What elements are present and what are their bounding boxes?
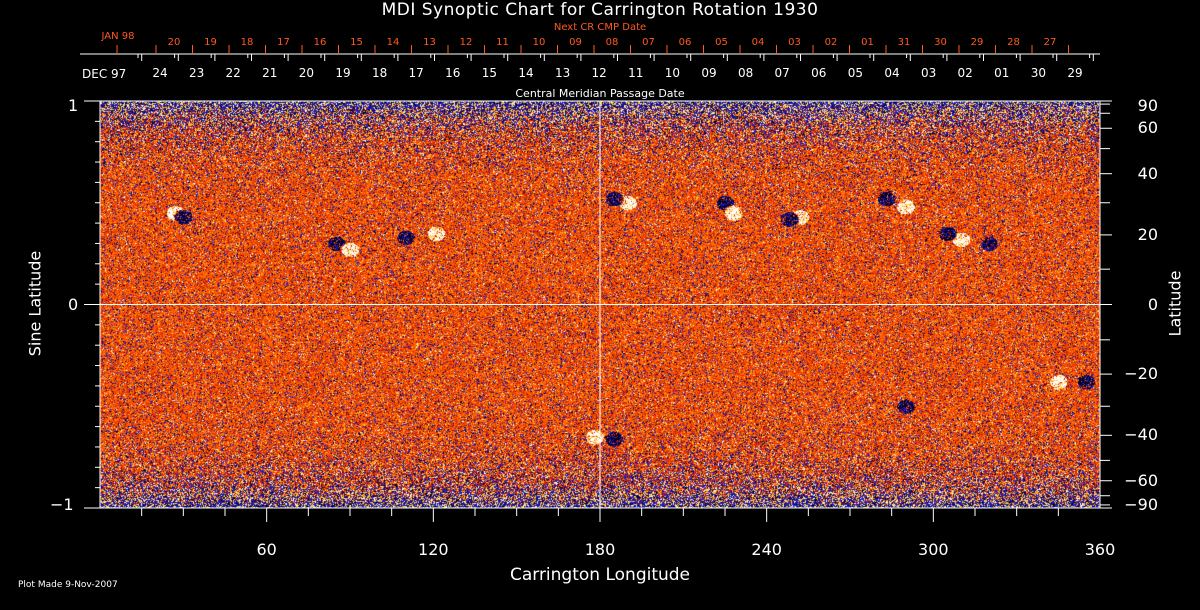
cmp-date-label: 18 [371,66,388,80]
top-axis-label: Central Meridian Passage Date [515,87,685,100]
y-right-tick-label: −20 [1124,364,1158,384]
next-cr-date-label: 02 [824,37,838,48]
next-cr-date-label: 28 [1007,37,1020,48]
next-cr-date-label: 03 [788,37,801,48]
next-cr-date-label: 14 [386,37,400,48]
cmp-date-label: 17 [408,66,424,80]
next-cr-date-label: 27 [1043,37,1057,48]
cmp-date-label: 10 [664,66,681,80]
y-right-tick-label: 40 [1137,163,1158,183]
next-cr-date-label: 30 [934,37,947,48]
x-tick-label: 360 [1084,540,1116,559]
y-right-tick-label: 90 [1137,96,1158,115]
next-cr-date-label: 04 [751,37,765,48]
y-right-axis-label: Latitude [1165,270,1185,337]
cmp-date-label: 20 [298,66,315,80]
cmp-date-label: 06 [811,66,827,80]
next-cr-date-label: 15 [350,37,363,48]
y-left-tick-label: 1 [68,96,79,115]
next-cr-date-label: 06 [678,37,692,48]
cmp-date-label: 11 [628,66,644,80]
cmp-date-label: 04 [884,66,900,80]
next-cr-date-label: 09 [569,37,582,48]
next-cr-date-label: 29 [970,37,984,48]
cmp-date-label: 12 [591,66,607,80]
next-cr-date-label: 11 [496,37,509,48]
cmp-date-label: 15 [481,66,498,80]
cmp-date-label: 29 [1067,66,1083,80]
x-tick-label: 300 [918,540,949,559]
next-cr-date-label: 08 [605,37,619,48]
cmp-date-label: 02 [957,66,973,80]
cmp-date-label: 13 [554,66,571,80]
x-tick-label: 60 [256,540,277,559]
next-cr-date-label: 07 [642,37,655,48]
next-cr-date-label: 13 [423,37,436,48]
cmp-date-label: 30 [1030,66,1047,80]
cmp-date-label: 07 [774,66,790,80]
next-cr-date-label: 19 [204,37,217,48]
x-tick-label: 240 [751,540,782,559]
y-right-tick-label: −40 [1124,425,1158,445]
cmp-date-label: 08 [737,66,754,80]
next-cr-date-label: 31 [897,37,911,48]
next-cr-date-label: 20 [167,37,181,48]
cmp-date-label: 23 [188,66,205,80]
cmp-date-label: 05 [847,66,864,80]
next-cr-date-label: 05 [715,37,728,48]
plot-made-date: Plot Made 9-Nov-2007 [18,580,118,590]
cmp-date-label: 03 [920,66,937,80]
next-cr-date-label: 12 [459,37,473,48]
y-right-tick-label: 60 [1137,118,1158,138]
next-cr-date-label: 17 [277,37,290,48]
cmp-date-label: 14 [518,66,534,80]
next-cr-date-label: 16 [313,37,327,48]
cmp-date-label: 01 [994,66,1010,80]
y-left-tick-label: 0 [68,295,79,314]
x-axis-label: Carrington Longitude [509,565,691,585]
chart-title: MDI Synoptic Chart for Carrington Rotati… [381,0,819,20]
next-cr-date-label: 10 [532,37,546,48]
y-right-tick-label: 20 [1137,224,1158,244]
next-cr-date-label: 18 [240,37,254,48]
y-right-tick-label: 0 [1147,294,1158,314]
cmp-date-label: 09 [701,66,717,80]
cmp-date-label: 24 [152,66,168,80]
cmp-date-label: 22 [225,66,241,80]
x-tick-label: 120 [418,540,449,559]
y-left-axis-label: Sine Latitude [25,250,45,357]
next-cr-month-label: JAN 98 [101,31,135,42]
cmp-date-label: 19 [335,66,351,80]
y-right-tick-label: −90 [1124,495,1158,514]
y-right-tick-label: −60 [1124,470,1158,490]
cmp-date-label: 21 [262,66,278,80]
next-cr-date-label: 01 [861,37,874,48]
y-left-tick-label: −1 [50,495,74,514]
cmp-month-label: DEC 97 [82,67,127,81]
x-tick-label: 180 [584,540,616,559]
next-cr-axis-label: Next CR CMP Date [553,22,647,33]
cmp-date-label: 16 [445,66,461,80]
